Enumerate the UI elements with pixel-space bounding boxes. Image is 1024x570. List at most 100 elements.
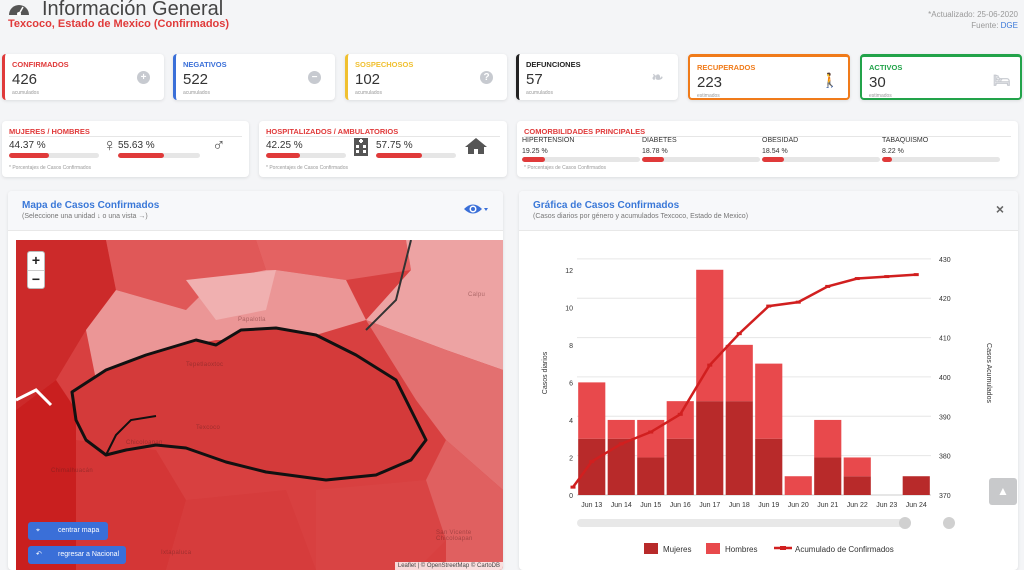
point-acumulado: [736, 332, 742, 336]
comorbidity-bar-fill: [882, 157, 892, 162]
bar-mujeres: [843, 476, 871, 495]
map-panel-title: Mapa de Casos Confirmados: [22, 200, 160, 211]
left-tick-label: 8: [569, 343, 573, 350]
legend-swatch: [706, 543, 720, 554]
female-icon: ♀: [103, 135, 117, 155]
comorbidity-name: TABAQUISMO: [882, 137, 929, 144]
map-label-papalotla: Papalotla: [238, 317, 266, 323]
stat-card-negativos[interactable]: NEGATIVOS 522 acumulados −: [173, 54, 335, 100]
zoom-out-button[interactable]: −: [28, 270, 44, 288]
chevron-up-icon: ▲: [997, 484, 1009, 498]
bar-mujeres: [637, 457, 665, 495]
men-bar-fill: [118, 153, 164, 158]
men-pct: 55.63 %: [118, 140, 155, 151]
ambulatory-bar: [376, 153, 456, 158]
stat-sub: estimados: [697, 93, 720, 99]
stat-label: ACTIVOS: [869, 63, 903, 72]
point-acumulado: [766, 304, 772, 308]
x-tick-label: Jun 19: [758, 502, 779, 509]
comorbidity-bar: [522, 157, 640, 162]
zoom-in-button[interactable]: +: [31, 252, 41, 268]
comorbidity-bar: [642, 157, 760, 162]
range-slider-handle: [899, 517, 911, 529]
ambulatory-bar-fill: [376, 153, 423, 158]
map-attribution[interactable]: Leaflet | © OpenStreetMap © CartoDB: [394, 562, 503, 570]
x-tick-label: Jun 21: [817, 502, 838, 509]
map-panel: Mapa de Casos Confirmados (Seleccione un…: [8, 191, 503, 570]
comorbidities-card: COMORBILIDADES PRINCIPALES HIPERTENSION 1…: [517, 121, 1018, 177]
right-tick-label: 400: [939, 375, 951, 382]
ambulatory-pct: 57.75 %: [376, 140, 413, 151]
stat-value: 426: [12, 71, 38, 88]
stat-sub: acumulados: [355, 90, 382, 96]
left-tick-label: 2: [569, 455, 573, 462]
women-pct: 44.37 %: [9, 140, 46, 151]
stat-card-confirmados[interactable]: CONFIRMADOS 426 acumulados +: [2, 54, 164, 100]
return-national-button[interactable]: ↶ regresar a Nacional: [28, 546, 126, 564]
comorbidity-name: DIABETES: [642, 137, 677, 144]
view-toggle-eye-icon[interactable]: [463, 202, 489, 216]
stat-card-recuperados[interactable]: RECUPERADOS 223 estimados 🚶: [688, 54, 850, 100]
choropleth-map[interactable]: Papalotla Calpu Tepetlaoxtoc Texcoco Chi…: [16, 240, 503, 570]
bar-hombres: [843, 457, 871, 477]
comorbidity-pct: 19.25 %: [522, 148, 548, 155]
center-map-button[interactable]: ⌖ centrar mapa: [28, 522, 108, 540]
stat-label: DEFUNCIONES: [526, 60, 581, 69]
bar-mujeres: [607, 438, 635, 495]
zoom-control: + −: [27, 251, 45, 289]
hospitalized-bar: [266, 153, 346, 158]
legend-marker: [780, 546, 786, 550]
map-label-tepetlaoxtoc: Tepetlaoxtoc: [186, 362, 224, 368]
women-bar: [9, 153, 99, 158]
bar-hombres: [755, 363, 783, 439]
x-tick-label: Jun 23: [876, 502, 897, 509]
stat-card-sospechosos[interactable]: SOSPECHOSOS 102 acumulados?: [345, 54, 507, 100]
stat-sub: estimados: [869, 93, 892, 99]
stat-value: 522: [183, 71, 209, 88]
stat-label: RECUPERADOS: [697, 63, 756, 72]
map-panel-header: Mapa de Casos Confirmados (Seleccione un…: [8, 191, 503, 231]
range-slider-track: [577, 519, 911, 527]
cases-chart: 370 380 390 400 410 420 430 0 2 4 6 8 10 12 Jun 13 Jun …: [542, 257, 992, 554]
hospital-icon: [354, 138, 368, 156]
gender-label: MUJERES / HOMBRES: [9, 127, 90, 136]
x-tick-label: Jun 13: [581, 502, 602, 509]
stat-label: NEGATIVOS: [183, 60, 227, 69]
point-acumulado: [825, 284, 831, 288]
legend-label: Acumulado de Confirmados: [795, 545, 894, 554]
map-label-texcoco: Texcoco: [196, 425, 221, 431]
point-acumulado: [707, 363, 713, 367]
range-slider-handle: [943, 517, 955, 529]
point-acumulado: [854, 277, 860, 281]
stat-card-defunciones[interactable]: DEFUNCIONES 57 acumulados ❧: [516, 54, 678, 100]
right-tick-label: 420: [939, 296, 951, 303]
chart-panel-subtitle: (Casos diarios por género y acumulados T…: [533, 213, 749, 220]
close-button[interactable]: ×: [995, 201, 1004, 217]
women-bar-fill: [9, 153, 49, 158]
chart-panel-header: Gráfica de Casos Confirmados (Casos diar…: [519, 191, 1018, 231]
bar-mujeres: [814, 457, 842, 495]
right-tick-label: 370: [939, 493, 951, 500]
stat-value: 223: [697, 74, 723, 91]
left-tick-label: 0: [569, 493, 573, 500]
legend-swatch: [644, 543, 658, 554]
x-tick-label: Jun 24: [906, 502, 927, 509]
x-tick-label: Jun 14: [611, 502, 632, 509]
map-label-san-vicente: San Vicente Chicoloapan: [436, 530, 473, 542]
map-panel-subtitle: (Seleccione una unidad ↓ o una vista →): [22, 213, 148, 220]
scroll-to-top-button[interactable]: ▲: [989, 478, 1017, 505]
comorbidity-bar: [762, 157, 880, 162]
hospitalized-pct: 42.25 %: [266, 140, 303, 151]
source-line: Fuente: DGE: [928, 20, 1018, 31]
comorbidity-pct: 18.54 %: [762, 148, 788, 155]
bar-hombres: [784, 476, 812, 495]
undo-icon: ↶: [36, 551, 42, 558]
left-tick-label: 4: [569, 418, 573, 425]
source-link[interactable]: DGE: [1000, 21, 1018, 30]
dashboard-gauge-icon: [9, 5, 29, 16]
page-title: Información General: [42, 0, 224, 20]
page-header: Información General Texcoco, Estado de M…: [8, 0, 1018, 40]
hospitalized-bar-fill: [266, 153, 300, 158]
chart-panel: Gráfica de Casos Confirmados (Casos diar…: [519, 191, 1018, 570]
stat-card-activos[interactable]: ACTIVOS 30 estimados 🛏: [860, 54, 1022, 100]
